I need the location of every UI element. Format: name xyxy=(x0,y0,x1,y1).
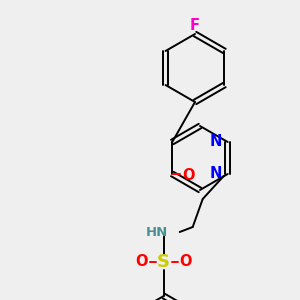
Text: O: O xyxy=(182,169,195,184)
Text: O: O xyxy=(136,254,148,269)
Text: O: O xyxy=(179,254,192,269)
Text: F: F xyxy=(190,19,200,34)
Text: N: N xyxy=(209,134,222,149)
Text: HN: HN xyxy=(146,226,168,238)
Text: S: S xyxy=(157,253,170,271)
Text: N: N xyxy=(209,167,222,182)
